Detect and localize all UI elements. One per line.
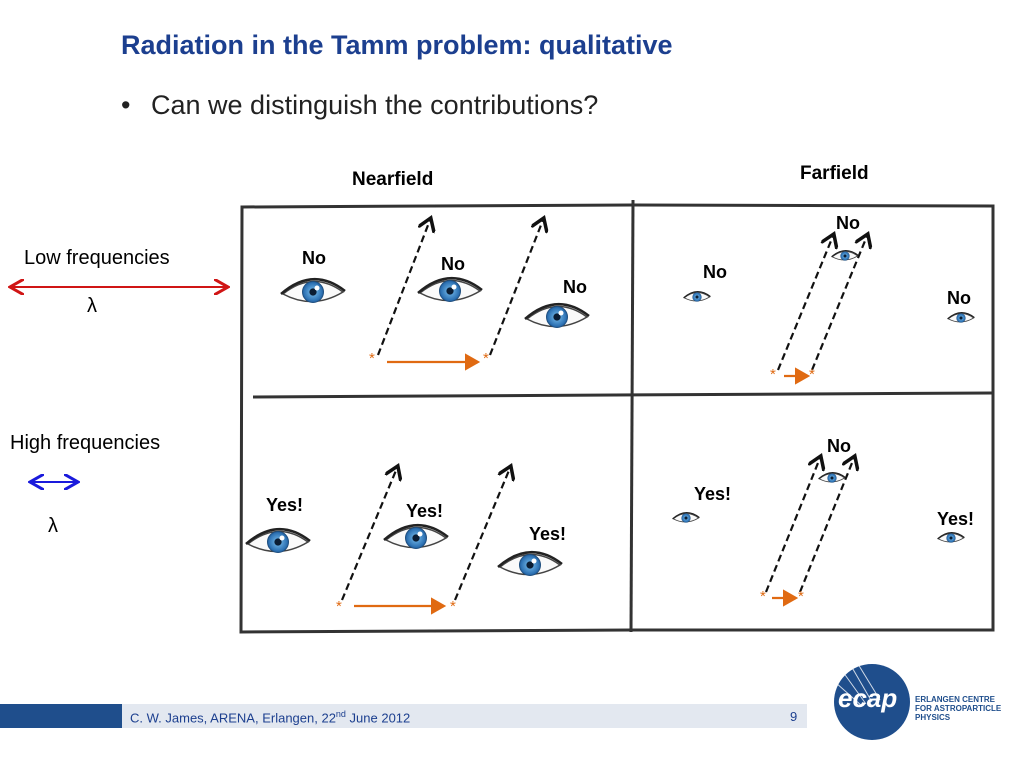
footer-citation: C. W. James, ARENA, Erlangen, 22nd June …	[130, 709, 410, 725]
farfield-heading: Farfield	[800, 163, 869, 184]
source-star: *	[336, 598, 342, 615]
eye-icon	[818, 472, 846, 483]
answer-label: Yes!	[266, 495, 304, 515]
eye-icon	[417, 276, 483, 302]
answer-label: No	[827, 436, 851, 456]
logo-caption: ERLANGEN CENTRE FOR ASTROPARTICLE PHYSIC…	[915, 695, 1024, 722]
answer-label: No	[563, 277, 587, 297]
low-near-paths	[376, 220, 543, 356]
logo-word: ecap	[838, 683, 898, 713]
answer-label: Yes!	[937, 509, 975, 529]
eye-icon	[683, 291, 711, 302]
footer-sup: nd	[335, 709, 346, 719]
eye-icon	[831, 250, 859, 261]
nearfield-heading: Nearfield	[352, 169, 434, 190]
answer-label: Yes!	[694, 484, 732, 504]
bullet-marker: •	[121, 90, 131, 120]
source-star: *	[450, 598, 456, 615]
footer-accent-bar	[0, 704, 122, 728]
answer-label: No	[441, 254, 465, 274]
source-star: *	[798, 588, 804, 605]
source-star: *	[369, 350, 375, 367]
source-star: *	[770, 366, 776, 383]
bullet-item: • Can we distinguish the contributions?	[121, 90, 598, 121]
answer-label: Yes!	[529, 524, 567, 544]
source-star: *	[483, 350, 489, 367]
footer-author: C. W. James, ARENA, Erlangen, 22	[130, 710, 336, 726]
footer-date: June 2012	[345, 710, 411, 726]
low-far-paths	[776, 236, 867, 371]
high-lambda: λ	[48, 515, 58, 537]
eye-icon	[245, 527, 311, 553]
answer-label: No	[302, 248, 326, 268]
answer-label: No	[947, 288, 971, 308]
eye-icon	[947, 312, 975, 323]
logo-line: ERLANGEN CENTRE	[915, 695, 996, 704]
footer-band	[122, 704, 807, 728]
ecap-logo-graphic	[834, 663, 910, 740]
eye-icon	[497, 550, 563, 576]
logo-line: PHYSICS	[915, 713, 951, 722]
eye-icon	[937, 532, 965, 543]
answer-label: No	[703, 262, 727, 282]
low-lambda: λ	[87, 295, 97, 317]
answer-label: Yes!	[406, 501, 444, 521]
eye-icon	[383, 523, 449, 549]
eye-icon	[280, 277, 346, 303]
eye-icon	[672, 512, 700, 523]
logo-line: FOR ASTROPARTICLE	[915, 704, 1002, 713]
eye-icon	[524, 302, 590, 328]
slide-title: Radiation in the Tamm problem: qualitati…	[121, 30, 673, 60]
high-frequencies-label: High frequencies	[10, 432, 161, 454]
low-frequencies-label: Low frequencies	[24, 247, 170, 269]
high-far-paths	[764, 458, 854, 593]
grid-frame	[239, 199, 995, 634]
high-near-paths	[340, 468, 510, 601]
bullet-text: Can we distinguish the contributions?	[151, 90, 599, 120]
source-star: *	[760, 588, 766, 605]
page-number: 9	[790, 709, 798, 724]
source-star: *	[809, 366, 815, 383]
answer-label: No	[836, 213, 860, 233]
